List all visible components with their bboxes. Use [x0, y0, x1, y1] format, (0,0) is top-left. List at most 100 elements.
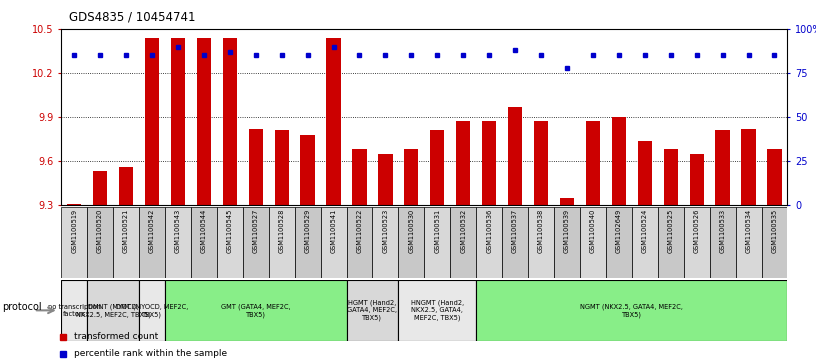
Bar [430, 130, 445, 205]
Bar [477, 207, 502, 278]
Bar [249, 129, 263, 205]
Text: GSM1100532: GSM1100532 [460, 209, 466, 253]
Bar [295, 207, 321, 278]
Text: GSM1100519: GSM1100519 [71, 209, 78, 253]
Bar [197, 38, 211, 205]
Bar [716, 130, 730, 205]
Text: GSM1102649: GSM1102649 [616, 209, 622, 253]
Bar [560, 198, 574, 205]
Bar [767, 149, 782, 205]
Bar [742, 129, 756, 205]
Bar [580, 207, 605, 278]
Bar [321, 207, 347, 278]
Bar [93, 171, 107, 205]
Bar [554, 207, 580, 278]
Bar [424, 207, 450, 278]
Text: GSM1100521: GSM1100521 [123, 209, 129, 253]
Text: GSM1100522: GSM1100522 [357, 209, 362, 253]
Text: HGMT (Hand2,
GATA4, MEF2C,
TBX5): HGMT (Hand2, GATA4, MEF2C, TBX5) [348, 299, 397, 321]
Bar [191, 207, 217, 278]
Bar [165, 207, 191, 278]
Bar [398, 207, 424, 278]
Bar [710, 207, 735, 278]
Text: GSM1100544: GSM1100544 [201, 209, 206, 253]
Bar [353, 149, 366, 205]
Bar [217, 207, 242, 278]
Bar [612, 117, 626, 205]
Bar [145, 38, 159, 205]
Text: transformed count: transformed count [73, 333, 157, 341]
Bar [300, 135, 315, 205]
Bar [605, 207, 632, 278]
Text: GSM1100524: GSM1100524 [642, 209, 648, 253]
Text: no transcription
factors: no transcription factors [47, 303, 100, 317]
Text: GSM1100531: GSM1100531 [434, 209, 441, 253]
Bar [274, 130, 289, 205]
Text: GSM1100536: GSM1100536 [486, 209, 492, 253]
Bar [658, 207, 684, 278]
Text: NGMT (NKX2.5, GATA4, MEF2C,
TBX5): NGMT (NKX2.5, GATA4, MEF2C, TBX5) [580, 303, 683, 318]
Bar [113, 207, 139, 278]
Text: GSM1100525: GSM1100525 [667, 209, 674, 253]
Text: DMT (MYOCD, MEF2C,
TBX5): DMT (MYOCD, MEF2C, TBX5) [116, 303, 188, 318]
Bar [735, 207, 761, 278]
Bar [139, 207, 165, 278]
Text: GSM1100529: GSM1100529 [304, 209, 311, 253]
Text: GSM1100535: GSM1100535 [771, 209, 778, 253]
Text: GSM1100530: GSM1100530 [408, 209, 415, 253]
Bar [87, 280, 139, 341]
Text: DMNT (MYOCD,
NKX2.5, MEF2C, TBX5): DMNT (MYOCD, NKX2.5, MEF2C, TBX5) [76, 303, 150, 318]
Text: GSM1100527: GSM1100527 [253, 209, 259, 253]
Bar [404, 149, 419, 205]
Text: protocol: protocol [2, 302, 42, 312]
Bar [586, 122, 600, 205]
Bar [690, 154, 703, 205]
Bar [663, 149, 678, 205]
Bar [326, 38, 340, 205]
Text: GSM1100543: GSM1100543 [175, 209, 181, 253]
Bar [347, 280, 398, 341]
Text: HNGMT (Hand2,
NKX2.5, GATA4,
MEF2C, TBX5): HNGMT (Hand2, NKX2.5, GATA4, MEF2C, TBX5… [410, 299, 463, 321]
Bar [534, 122, 548, 205]
Bar [61, 207, 87, 278]
Bar [347, 207, 372, 278]
Bar [632, 207, 658, 278]
Bar [684, 207, 710, 278]
Text: GSM1100537: GSM1100537 [512, 209, 518, 253]
Text: GSM1100545: GSM1100545 [227, 209, 233, 253]
Text: GSM1100539: GSM1100539 [564, 209, 570, 253]
Bar [761, 207, 787, 278]
Text: GSM1100533: GSM1100533 [720, 209, 725, 253]
Text: GSM1100520: GSM1100520 [97, 209, 103, 253]
Bar [508, 107, 522, 205]
Bar [139, 280, 165, 341]
Bar [268, 207, 295, 278]
Text: GSM1100534: GSM1100534 [746, 209, 752, 253]
Text: percentile rank within the sample: percentile rank within the sample [73, 350, 227, 358]
Bar [87, 207, 113, 278]
Bar [450, 207, 477, 278]
Bar [456, 122, 470, 205]
Bar [477, 280, 787, 341]
Bar [61, 280, 87, 341]
Bar [398, 280, 477, 341]
Text: GMT (GATA4, MEF2C,
TBX5): GMT (GATA4, MEF2C, TBX5) [221, 303, 290, 318]
Bar [372, 207, 398, 278]
Text: GSM1100541: GSM1100541 [330, 209, 336, 253]
Bar [223, 38, 237, 205]
Text: GSM1100523: GSM1100523 [383, 209, 388, 253]
Bar [482, 122, 496, 205]
Bar [171, 38, 185, 205]
Bar [528, 207, 554, 278]
Bar [165, 280, 347, 341]
Bar [502, 207, 528, 278]
Bar [67, 204, 82, 205]
Text: GSM1100538: GSM1100538 [538, 209, 544, 253]
Text: GSM1100526: GSM1100526 [694, 209, 699, 253]
Bar [119, 167, 133, 205]
Text: GSM1100542: GSM1100542 [149, 209, 155, 253]
Text: GSM1100528: GSM1100528 [279, 209, 285, 253]
Bar [242, 207, 268, 278]
Text: GSM1100540: GSM1100540 [590, 209, 596, 253]
Bar [379, 154, 392, 205]
